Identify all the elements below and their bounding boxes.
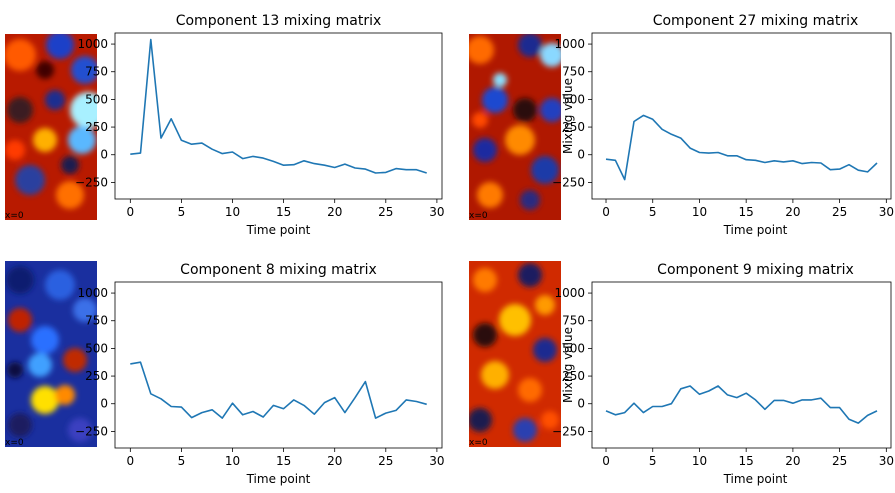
axes-frame — [591, 32, 892, 200]
x-tick-label: 10 — [692, 454, 707, 468]
slice-coordinate-label: x=0 — [5, 211, 24, 221]
y-axis-label: Mixing value — [561, 78, 575, 154]
x-tick-label: 30 — [429, 205, 444, 219]
y-tick-label: −250 — [552, 175, 585, 189]
series-line — [605, 114, 878, 181]
x-tick-label: 25 — [378, 205, 393, 219]
y-tick-label: −250 — [75, 175, 108, 189]
y-tick-label: 750 — [85, 314, 108, 328]
y-tick-label: 250 — [562, 120, 585, 134]
y-tick-label: 1000 — [77, 37, 108, 51]
plot-area: 0 5 10 15 20 25 30 −250 0 250 500 750 1000 — [552, 32, 894, 219]
y-tick-label: 250 — [562, 369, 585, 383]
x-tick-label: 5 — [649, 454, 657, 468]
series-line — [605, 385, 878, 424]
axes-frame — [114, 281, 443, 449]
x-tick-label: 5 — [178, 454, 186, 468]
x-tick-label: 5 — [178, 205, 186, 219]
slice-coordinate-label: x=0 — [5, 438, 24, 448]
x-tick-label: 30 — [879, 454, 894, 468]
x-tick-label: 0 — [602, 454, 610, 468]
x-axis-label: Time point — [723, 223, 788, 237]
series-line — [130, 38, 427, 174]
brain-slice-image — [469, 34, 561, 220]
y-tick-label: 750 — [85, 65, 108, 79]
panel-component-8: x=0 0 5 10 15 20 25 30 −250 0 250 500 750 1000 Compo… — [5, 261, 445, 486]
y-tick-label: 500 — [562, 92, 585, 106]
axes-frame — [114, 32, 443, 200]
y-tick-label: 500 — [562, 341, 585, 355]
plot-area: 0 5 10 15 20 25 30 −250 0 250 500 750 1000 — [552, 281, 894, 468]
x-tick-label: 20 — [785, 454, 800, 468]
y-tick-label: 1000 — [554, 286, 585, 300]
x-tick-label: 15 — [276, 205, 291, 219]
x-tick-label: 25 — [378, 454, 393, 468]
x-tick-label: 30 — [879, 205, 894, 219]
y-tick-label: 500 — [85, 92, 108, 106]
panel-component-27: x=0 0 5 10 15 20 25 30 −250 0 250 500 750 1000 Compo… — [469, 13, 894, 237]
x-tick-label: 10 — [692, 205, 707, 219]
series-line — [130, 361, 427, 419]
x-axis-label: Time point — [723, 472, 788, 486]
x-tick-label: 0 — [602, 205, 610, 219]
plot-area: 0 5 10 15 20 25 30 −250 0 250 500 750 1000 — [75, 281, 445, 468]
y-tick-label: −250 — [552, 424, 585, 438]
x-tick-label: 20 — [785, 205, 800, 219]
x-axis-label: Time point — [246, 472, 311, 486]
chart-title: Component 13 mixing matrix — [176, 13, 382, 29]
x-tick-label: 15 — [276, 454, 291, 468]
x-tick-label: 0 — [127, 454, 135, 468]
x-tick-label: 10 — [225, 454, 240, 468]
slice-coordinate-label: x=0 — [469, 211, 488, 221]
y-tick-label: 0 — [577, 397, 585, 411]
y-tick-label: 1000 — [77, 286, 108, 300]
chart-title: Component 27 mixing matrix — [653, 13, 859, 29]
x-tick-label: 30 — [429, 454, 444, 468]
y-tick-label: 0 — [100, 397, 108, 411]
chart-title: Component 8 mixing matrix — [180, 262, 377, 278]
y-tick-label: 1000 — [554, 37, 585, 51]
x-tick-label: 5 — [649, 205, 657, 219]
y-tick-label: 750 — [562, 314, 585, 328]
brain-slice-image — [5, 261, 97, 447]
y-axis-label: Mixing value — [561, 327, 575, 403]
panel-component-13: x=0 0 5 10 15 20 25 30 −250 0 250 500 750 1000 Compo… — [5, 13, 445, 237]
x-tick-label: 25 — [832, 454, 847, 468]
x-tick-label: 0 — [127, 205, 135, 219]
y-tick-label: 250 — [85, 120, 108, 134]
axes-frame — [591, 281, 892, 449]
plot-area: 0 5 10 15 20 25 30 −250 0 250 500 750 1000 — [75, 32, 445, 219]
x-axis-label: Time point — [246, 223, 311, 237]
x-tick-label: 20 — [327, 454, 342, 468]
y-tick-label: 0 — [577, 148, 585, 162]
x-tick-label: 10 — [225, 205, 240, 219]
y-tick-label: 500 — [85, 341, 108, 355]
panel-component-9: x=0 0 5 10 15 20 25 30 −250 0 250 500 750 1000 Compo… — [469, 261, 894, 486]
y-tick-label: −250 — [75, 424, 108, 438]
x-tick-label: 25 — [832, 205, 847, 219]
y-tick-label: 750 — [562, 65, 585, 79]
chart-title: Component 9 mixing matrix — [657, 262, 854, 278]
x-tick-label: 15 — [739, 454, 754, 468]
y-tick-label: 250 — [85, 369, 108, 383]
x-tick-label: 15 — [739, 205, 754, 219]
brain-slice-image — [5, 34, 97, 220]
slice-coordinate-label: x=0 — [469, 438, 488, 448]
brain-slice-image — [469, 261, 561, 447]
x-tick-label: 20 — [327, 205, 342, 219]
y-tick-label: 0 — [100, 148, 108, 162]
